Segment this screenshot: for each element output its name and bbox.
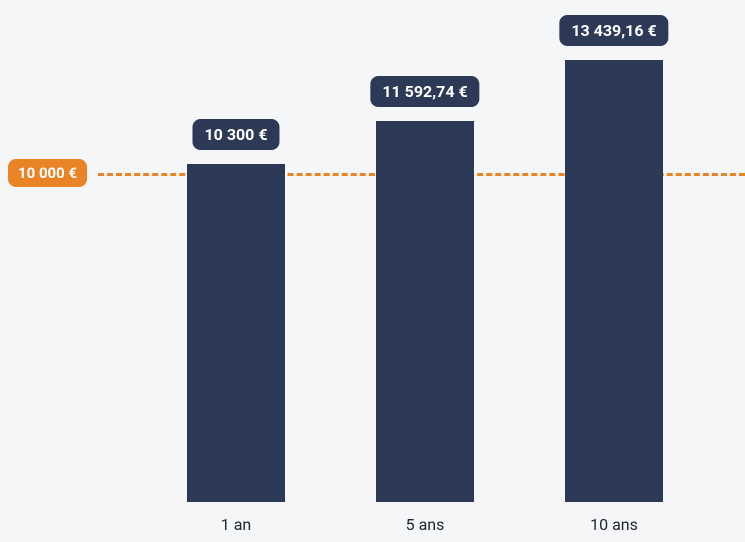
bar-5ans [376, 121, 474, 502]
investment-growth-chart: 10 000 € 10 300 € 1 an 11 592,74 € 5 ans… [0, 0, 745, 542]
bar-label-10ans: 13 439,16 € [559, 15, 668, 46]
bar-10ans [565, 60, 663, 502]
bar-label-1an: 10 300 € [192, 119, 279, 150]
reference-label: 10 000 € [18, 164, 77, 182]
x-label-10ans: 10 ans [590, 515, 638, 534]
bar-1an [187, 164, 285, 502]
bar-label-5ans: 11 592,74 € [370, 76, 479, 107]
bar-value-5ans: 11 592,74 € [382, 82, 467, 101]
bar-value-1an: 10 300 € [204, 125, 267, 144]
bar-value-10ans: 13 439,16 € [571, 21, 656, 40]
x-label-5ans: 5 ans [406, 515, 445, 534]
x-label-1an: 1 an [221, 515, 252, 534]
reference-badge: 10 000 € [8, 159, 87, 187]
plot-area: 10 000 € 10 300 € 1 an 11 592,74 € 5 ans… [0, 0, 745, 542]
